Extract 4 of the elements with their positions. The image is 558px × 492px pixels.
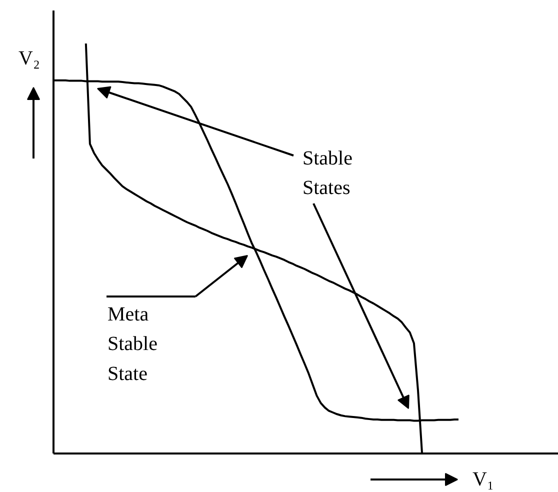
annotation: Meta Stable State — [108, 304, 158, 385]
x-axis-title: V₁ — [472, 468, 494, 490]
y-axis-title: V₂ — [18, 48, 40, 70]
annotation: Stable States — [302, 148, 353, 200]
